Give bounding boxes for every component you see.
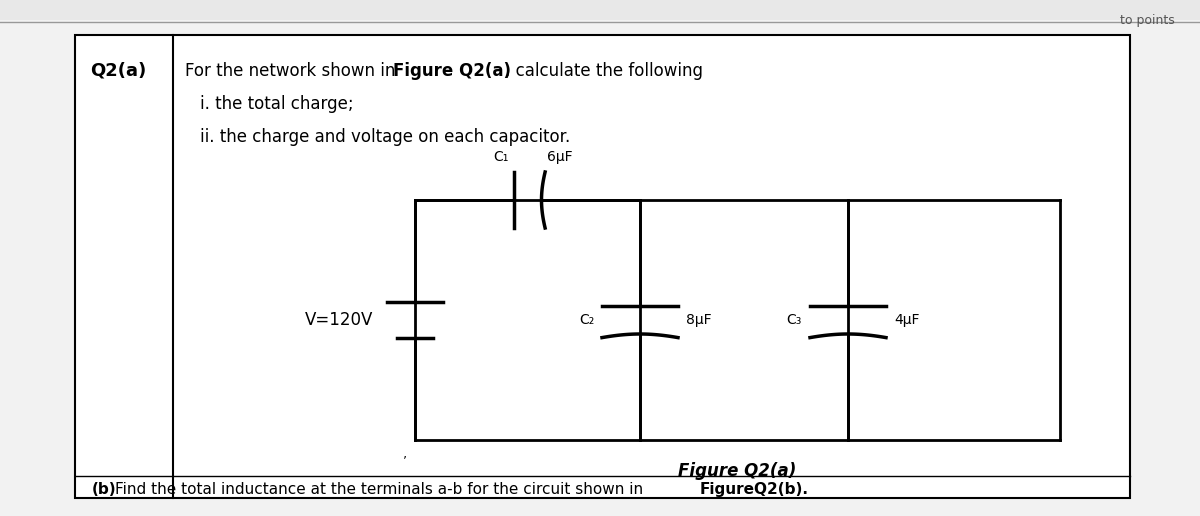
- Text: C₂: C₂: [578, 313, 594, 327]
- Bar: [74, 35, 1130, 498]
- Text: , calculate the following: , calculate the following: [505, 62, 703, 80]
- Text: to points: to points: [1120, 14, 1175, 27]
- Text: 4μF: 4μF: [894, 313, 919, 327]
- Text: ii. the charge and voltage on each capacitor.: ii. the charge and voltage on each capac…: [200, 128, 570, 146]
- Text: Figure Q2(a): Figure Q2(a): [678, 462, 797, 480]
- Text: For the network shown in: For the network shown in: [185, 62, 401, 80]
- Text: Find the total inductance at the terminals a-b for the circuit shown in: Find the total inductance at the termina…: [115, 482, 648, 497]
- Text: C₃: C₃: [787, 313, 802, 327]
- Text: FigureQ2(b).: FigureQ2(b).: [700, 482, 809, 497]
- Text: (b): (b): [92, 482, 116, 497]
- Text: V=120V: V=120V: [305, 311, 373, 329]
- Text: Figure Q2(a): Figure Q2(a): [394, 62, 511, 80]
- Text: ’: ’: [403, 454, 407, 467]
- Text: 8μF: 8μF: [686, 313, 712, 327]
- Text: 6μF: 6μF: [546, 150, 572, 164]
- Text: Q2(a): Q2(a): [90, 62, 146, 80]
- Text: i. the total charge;: i. the total charge;: [200, 95, 354, 113]
- Text: C₁: C₁: [493, 150, 509, 164]
